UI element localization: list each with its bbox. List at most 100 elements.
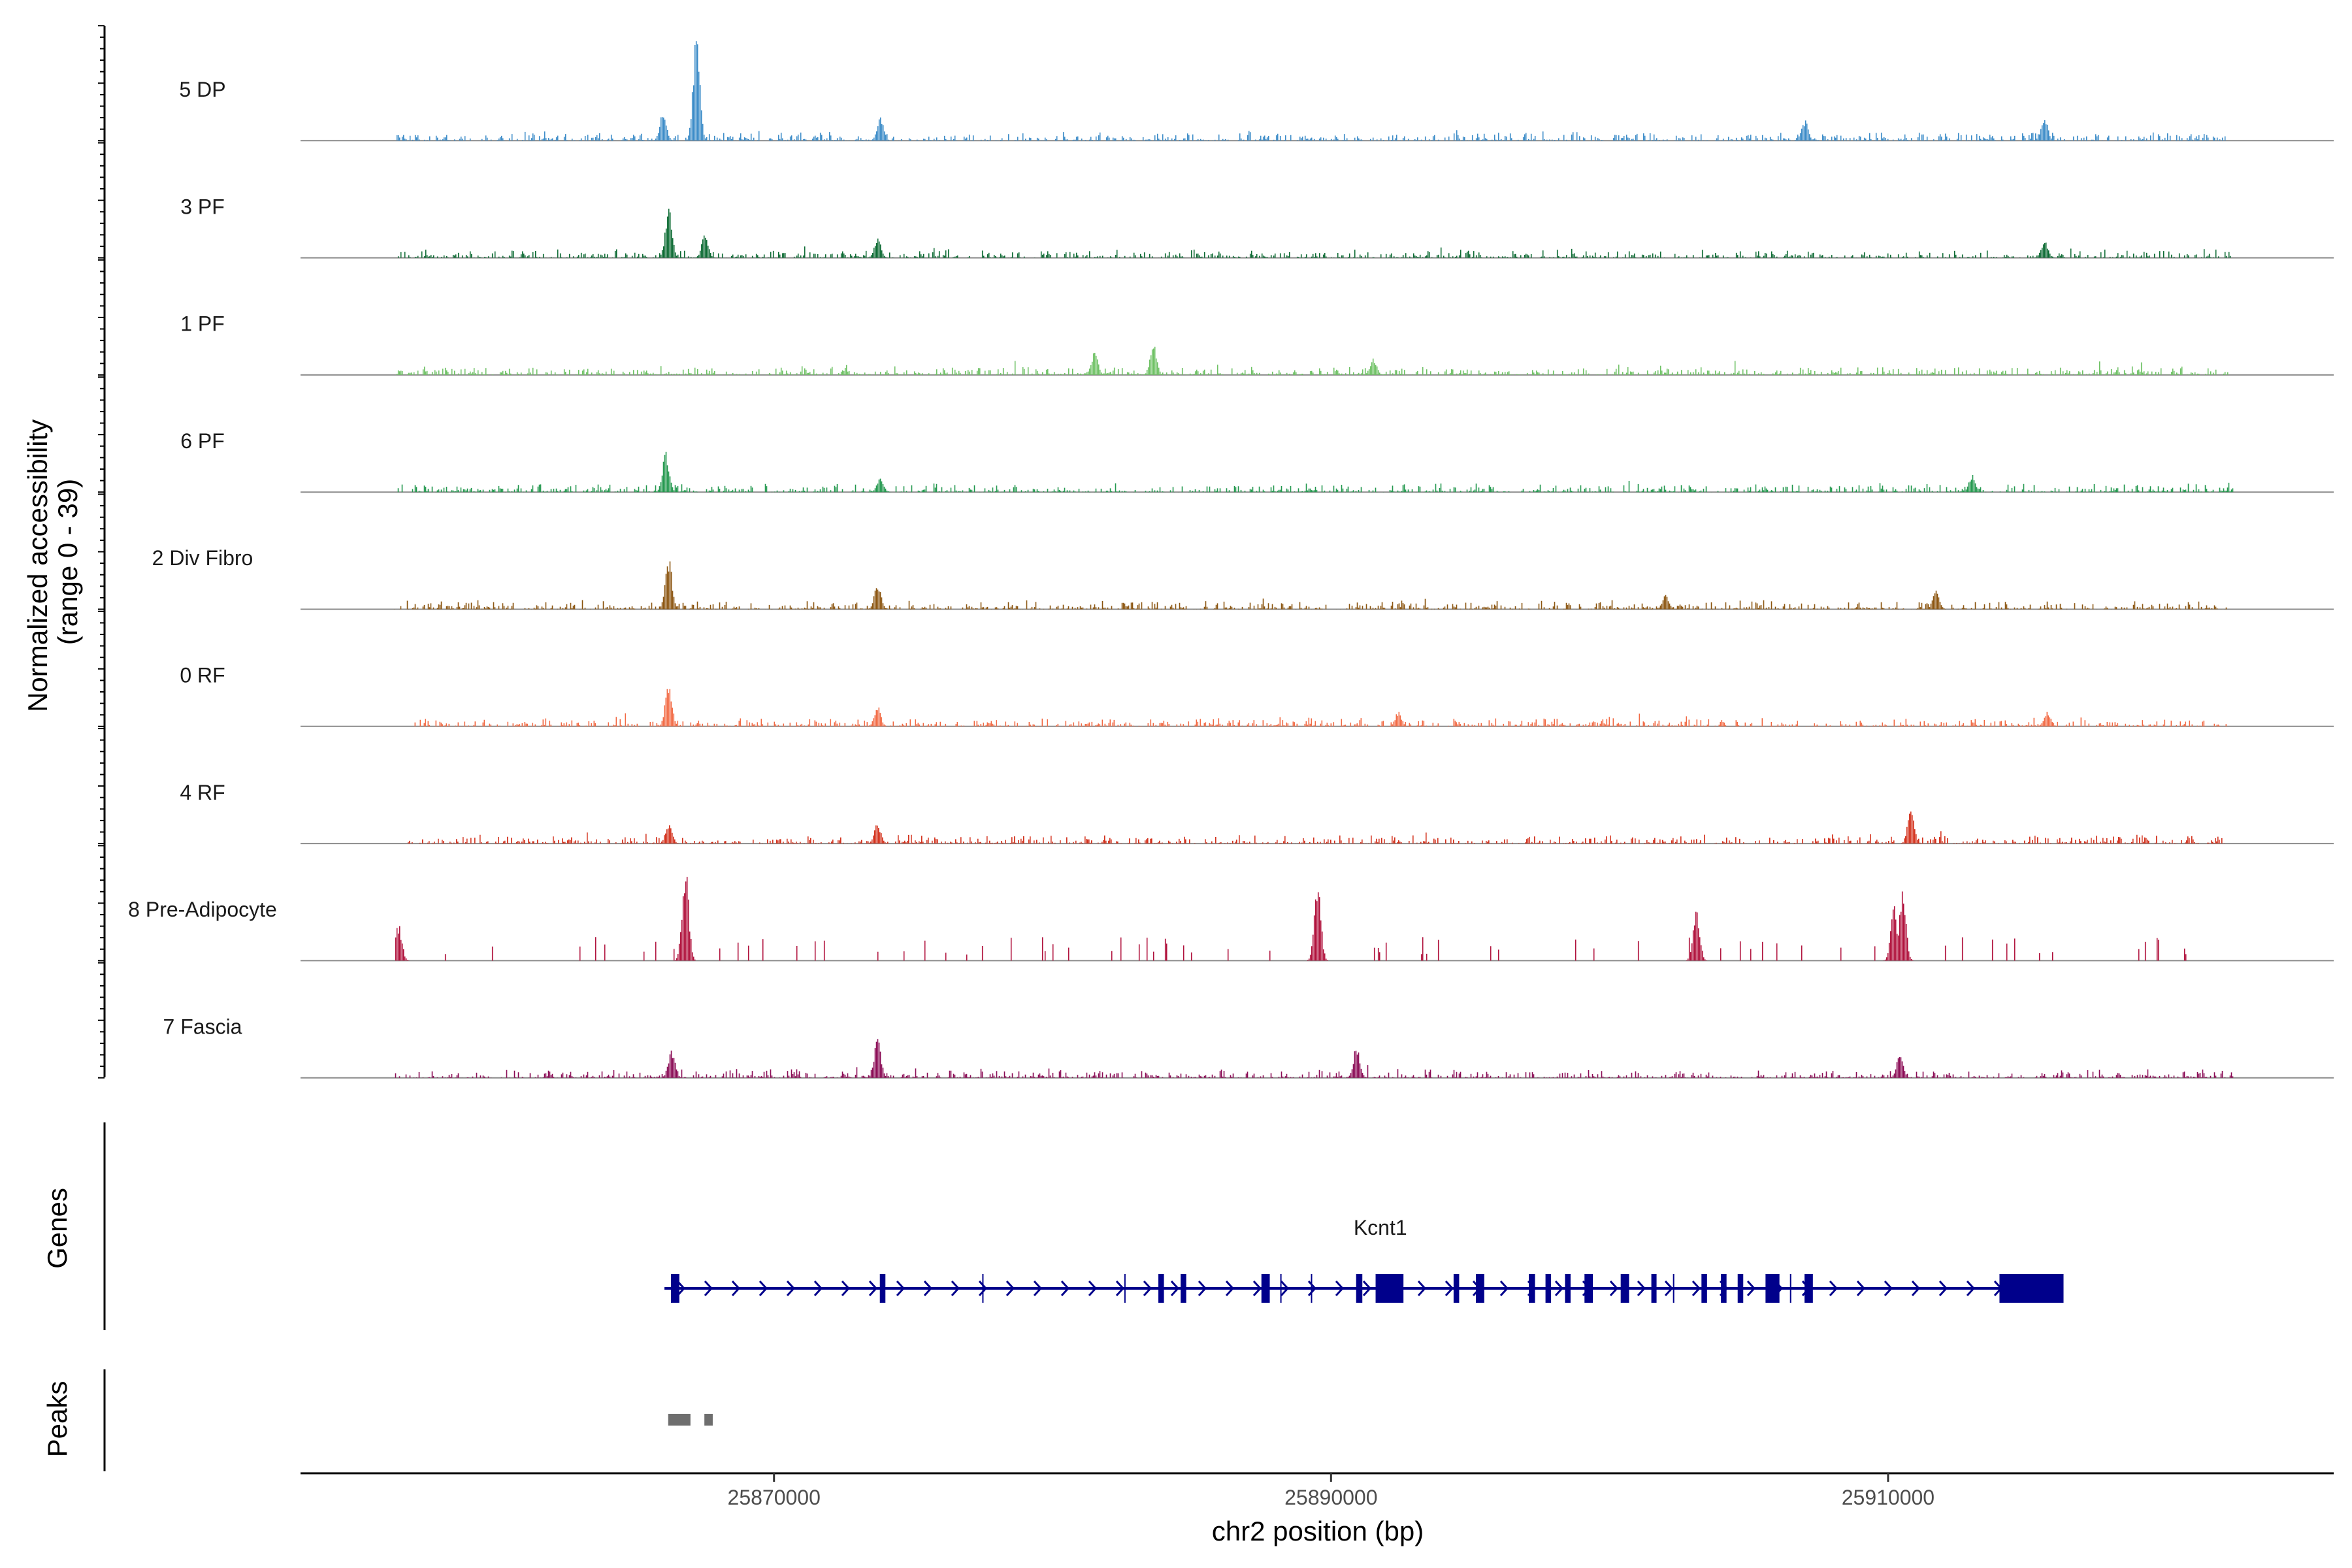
track-label: 2 Div Fibro — [152, 546, 253, 570]
gene-exon — [1453, 1274, 1460, 1303]
coverage-tracks: 5 DP 3 PF 1 PF 6 PF 2 Div Fibro 0 RF 4 RF 8 Pre… — [128, 41, 2334, 1079]
strand-arrow — [1966, 1280, 1976, 1297]
track-signal — [392, 561, 2229, 610]
strand-arrow — [923, 1280, 933, 1297]
gene-exon — [1721, 1274, 1727, 1303]
genes-panel-label: Genes — [42, 1188, 73, 1269]
track-signal — [406, 811, 2225, 844]
gene-exon — [1737, 1274, 1744, 1303]
strand-arrow — [1225, 1280, 1235, 1297]
gene-exon — [1701, 1274, 1707, 1303]
track-label: 1 PF — [180, 312, 225, 336]
gene-exon — [1158, 1274, 1164, 1303]
x-tick-label: 25870000 — [728, 1486, 821, 1509]
strand-arrow — [1417, 1280, 1427, 1297]
gene-exon — [1765, 1274, 1780, 1303]
strand-arrow — [1252, 1280, 1262, 1297]
track-8-pre-adipocyte: 8 Pre-Adipocyte — [128, 877, 2334, 962]
peak-region — [668, 1414, 691, 1426]
gene-exon — [1565, 1274, 1571, 1303]
strand-arrow — [786, 1280, 796, 1297]
track-label: 4 RF — [180, 781, 225, 804]
strand-arrow — [896, 1280, 906, 1297]
strand-arrow — [1691, 1280, 1701, 1297]
strand-arrow — [1856, 1280, 1866, 1297]
gene-exon — [1620, 1274, 1629, 1303]
track-signal — [392, 451, 2234, 493]
strand-arrow — [1911, 1280, 1921, 1297]
gene-exon — [1528, 1274, 1534, 1303]
strand-arrow — [1335, 1280, 1345, 1297]
gene-exon — [1545, 1274, 1552, 1303]
strand-arrow — [1938, 1280, 1948, 1297]
strand-arrow — [1746, 1280, 1756, 1297]
strand-arrow — [1115, 1280, 1125, 1297]
strand-arrow — [676, 1280, 686, 1297]
y-axis — [98, 25, 106, 1079]
y-axis-title-line1: Normalized accessibility — [22, 419, 53, 712]
strand-arrow — [1033, 1280, 1043, 1297]
track-signal — [395, 877, 2229, 961]
track-1-pf: 1 PF — [180, 312, 2334, 376]
strand-arrow — [978, 1280, 988, 1297]
track-label: 8 Pre-Adipocyte — [128, 898, 277, 921]
strand-arrow — [1060, 1280, 1070, 1297]
strand-arrow — [1884, 1280, 1893, 1297]
strand-arrow — [1198, 1280, 1207, 1297]
gene-exon — [670, 1274, 679, 1303]
peaks-panel-label: Peaks — [42, 1381, 73, 1458]
track-signal — [412, 689, 2229, 727]
gene-exon — [1651, 1274, 1657, 1303]
strand-arrow — [1088, 1280, 1098, 1297]
track-4-rf: 4 RF — [180, 781, 2334, 845]
track-3-pf: 3 PF — [180, 195, 2334, 259]
x-tick-label: 25910000 — [1842, 1486, 1935, 1509]
y-axis-title-line2: (range 0 - 39) — [52, 479, 83, 645]
gene-exon — [1805, 1274, 1813, 1303]
gene-exon — [1181, 1274, 1186, 1303]
track-2-div-fibro: 2 Div Fibro — [152, 546, 2334, 610]
track-signal — [395, 41, 2226, 141]
track-signal — [392, 1039, 2234, 1078]
strand-arrow — [868, 1280, 878, 1297]
strand-arrow — [813, 1280, 823, 1297]
gene-exon — [1261, 1274, 1270, 1303]
strand-arrow — [759, 1280, 768, 1297]
track-0-rf: 0 RF — [180, 664, 2334, 727]
strand-arrow — [1637, 1280, 1646, 1297]
gene-exon — [1999, 1274, 2064, 1303]
gene-exon — [1584, 1274, 1593, 1303]
track-label: 7 Fascia — [163, 1015, 242, 1038]
strand-arrow — [1554, 1280, 1564, 1297]
track-label: 0 RF — [180, 664, 225, 687]
strand-arrow — [1143, 1280, 1152, 1297]
track-5-dp: 5 DP — [179, 41, 2334, 142]
x-axis-title: chr2 position (bp) — [1212, 1516, 1424, 1546]
gene-exon — [1375, 1274, 1404, 1303]
strand-arrow — [704, 1280, 713, 1297]
track-label: 3 PF — [180, 195, 225, 218]
strand-arrow — [1280, 1280, 1290, 1297]
strand-arrow — [1170, 1280, 1180, 1297]
y-axis-title: Normalized accessibility (range 0 - 39) — [22, 412, 83, 712]
strand-arrow — [1664, 1280, 1674, 1297]
peak-regions — [668, 1414, 713, 1426]
strand-arrow — [951, 1280, 960, 1297]
strand-arrow — [731, 1280, 741, 1297]
gene-name-label: Kcnt1 — [1354, 1216, 1407, 1239]
gene-track: Kcnt1 — [664, 1216, 2064, 1303]
strand-arrow — [1609, 1280, 1619, 1297]
track-label: 5 DP — [179, 78, 225, 101]
track-signal — [395, 208, 2231, 258]
strand-arrow — [1499, 1280, 1509, 1297]
strand-arrow — [841, 1280, 851, 1297]
strand-arrow — [1307, 1280, 1317, 1297]
strand-arrow — [1362, 1280, 1372, 1297]
gene-exon — [879, 1274, 886, 1303]
track-6-pf: 6 PF — [180, 429, 2334, 493]
track-7-fascia: 7 Fascia — [163, 1015, 2334, 1079]
strand-arrow — [1005, 1280, 1015, 1297]
track-label: 6 PF — [180, 429, 225, 453]
gene-exon — [1475, 1274, 1484, 1303]
